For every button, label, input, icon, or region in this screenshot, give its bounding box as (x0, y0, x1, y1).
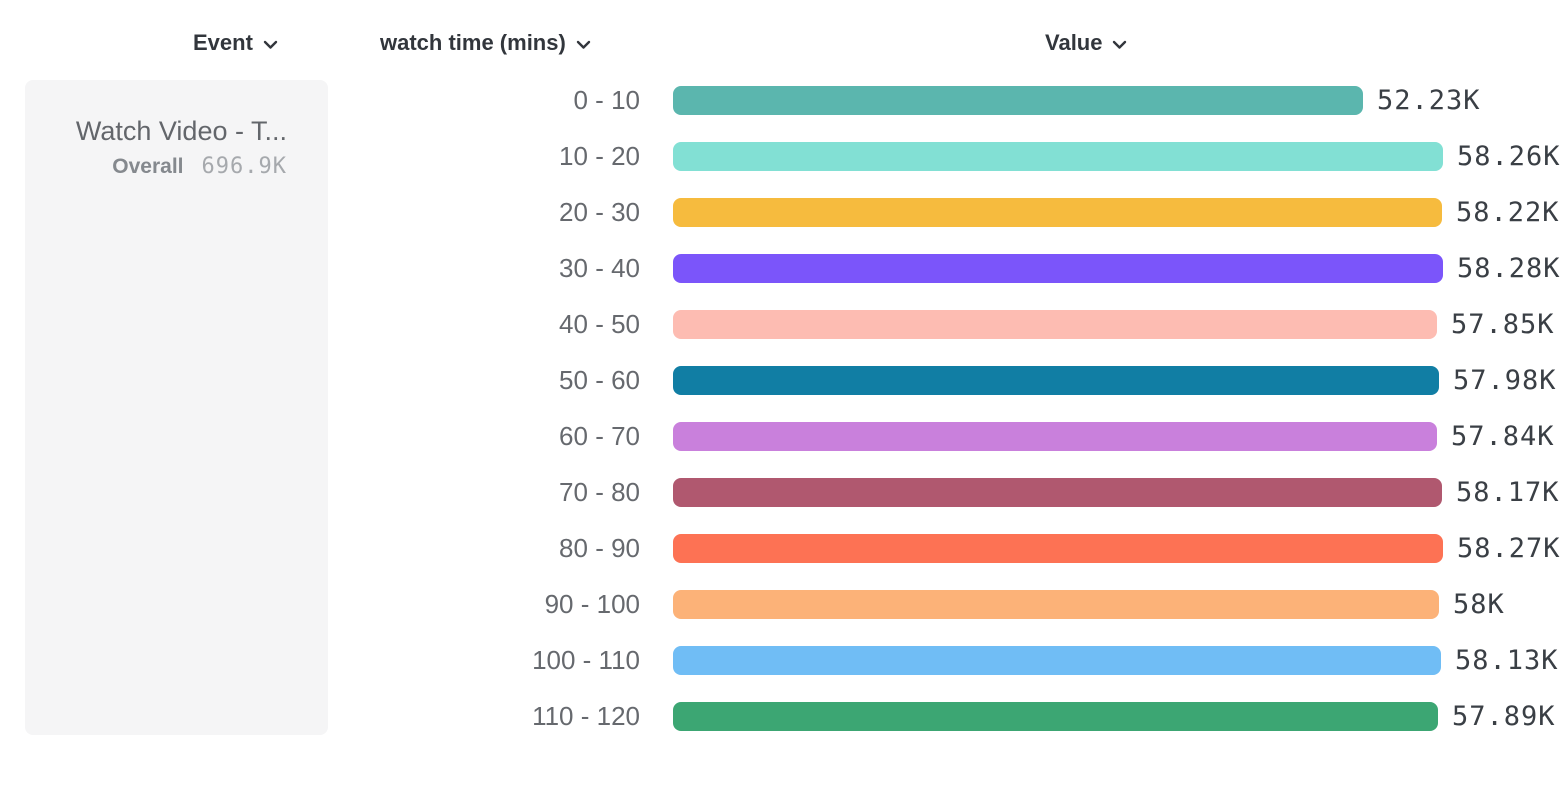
bucket-label: 80 - 90 (559, 533, 640, 563)
chart-row: 80 - 90 58.27K (0, 533, 1568, 564)
event-column-header[interactable]: Event (193, 28, 278, 58)
chart-row: 110 - 120 57.89K (0, 701, 1568, 732)
bar-segment[interactable] (673, 478, 1442, 507)
overall-label: Overall (112, 155, 184, 178)
bar-segment[interactable] (673, 254, 1443, 283)
bar-value: 58K (1453, 589, 1505, 620)
bucket-label: 40 - 50 (559, 309, 640, 339)
bar-segment[interactable] (673, 702, 1438, 731)
bar-segment[interactable] (673, 534, 1443, 563)
chart-row: 100 - 110 58.13K (0, 645, 1568, 676)
chevron-down-icon (263, 40, 278, 50)
breakdown-column-label: watch time (mins) (380, 30, 566, 55)
bar-value: 57.85K (1451, 309, 1555, 340)
bar-segment[interactable] (673, 422, 1437, 451)
bucket-label: 90 - 100 (544, 589, 640, 619)
value-column-label: Value (1045, 30, 1103, 55)
event-column-label: Event (193, 30, 253, 55)
bar-segment[interactable] (673, 142, 1443, 171)
bar-value: 58.22K (1456, 197, 1560, 228)
breakdown-column-header[interactable]: watch time (mins) (380, 28, 591, 58)
chevron-down-icon (576, 40, 591, 50)
chevron-down-icon (1112, 40, 1127, 50)
bar-segment[interactable] (673, 310, 1437, 339)
bucket-label: 30 - 40 (559, 253, 640, 283)
bar-value: 58.27K (1457, 533, 1561, 564)
chart-row: 70 - 80 58.17K (0, 477, 1568, 508)
bucket-label: 110 - 120 (532, 701, 640, 731)
bar-segment[interactable] (673, 198, 1442, 227)
chart-row: 60 - 70 57.84K (0, 421, 1568, 452)
overall-value: 696.9K (201, 154, 287, 179)
chart-row: 20 - 30 58.22K (0, 197, 1568, 228)
bar-value: 58.17K (1456, 477, 1560, 508)
bar-value: 58.13K (1455, 645, 1559, 676)
bucket-label: 20 - 30 (559, 197, 640, 227)
bucket-label: 60 - 70 (559, 421, 640, 451)
event-name: Watch Video - T... (75, 116, 287, 146)
bucket-label: 0 - 10 (573, 85, 641, 115)
chart-row: 0 - 10 52.23K (0, 85, 1568, 116)
bar-value: 58.28K (1457, 253, 1561, 284)
bar-value: 57.98K (1453, 365, 1557, 396)
event-card[interactable]: Watch Video - T... Overall 696.9K (25, 80, 328, 735)
bar-value: 52.23K (1377, 85, 1481, 116)
bucket-label: 70 - 80 (559, 477, 640, 507)
bar-value: 57.84K (1451, 421, 1555, 452)
bucket-label: 50 - 60 (559, 365, 640, 395)
bar-segment[interactable] (673, 590, 1439, 619)
chart-row: 50 - 60 57.98K (0, 365, 1568, 396)
chart-row: 30 - 40 58.28K (0, 253, 1568, 284)
chart-row: 10 - 20 58.26K (0, 141, 1568, 172)
event-overall-row: Overall 696.9K (112, 154, 287, 179)
chart-row: 90 - 100 58K (0, 589, 1568, 620)
bar-segment[interactable] (673, 646, 1441, 675)
bucket-label: 10 - 20 (559, 141, 640, 171)
bar-value: 58.26K (1457, 141, 1561, 172)
value-column-header[interactable]: Value (1045, 28, 1127, 58)
bar-segment[interactable] (673, 366, 1439, 395)
bar-segment[interactable] (673, 86, 1363, 115)
bar-value: 57.89K (1452, 701, 1556, 732)
bucket-label: 100 - 110 (532, 645, 640, 675)
chart-row: 40 - 50 57.85K (0, 309, 1568, 340)
